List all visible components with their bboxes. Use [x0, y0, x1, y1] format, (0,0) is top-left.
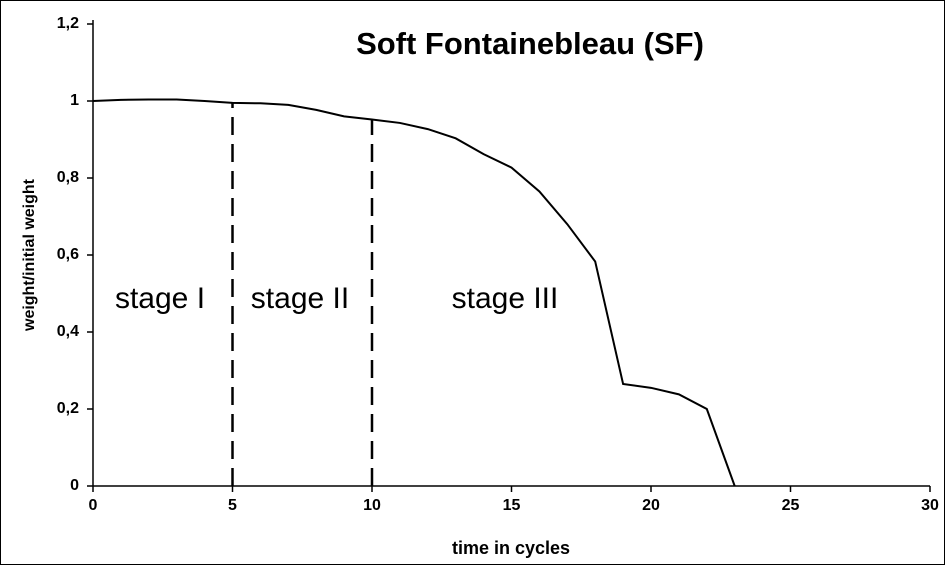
x-tick-label: 25 — [782, 497, 800, 514]
y-tick-label: 0,2 — [57, 400, 79, 417]
x-tick-label: 0 — [89, 497, 98, 514]
stage-label: stage III — [452, 282, 559, 315]
stage-label: stage I — [115, 282, 205, 315]
y-tick-label: 1,2 — [57, 15, 79, 32]
x-tick-label: 30 — [921, 497, 939, 514]
y-tick-label: 0,8 — [57, 169, 79, 186]
y-tick-label: 0,6 — [57, 246, 79, 263]
x-tick-label: 5 — [228, 497, 237, 514]
x-axis-label: time in cycles — [452, 538, 570, 558]
y-tick-label: 1 — [70, 92, 79, 109]
chart-title: Soft Fontainebleau (SF) — [356, 26, 704, 61]
line — [92, 98, 736, 487]
x-tick-label: 20 — [642, 497, 660, 514]
y-tick-label: 0,4 — [57, 323, 79, 340]
y-tick-label: 0 — [70, 477, 79, 494]
x-tick-label: 10 — [363, 497, 381, 514]
y-axis-label: weight/initial weight — [21, 178, 38, 332]
x-tick-label: 15 — [503, 497, 521, 514]
stage-label: stage II — [251, 282, 349, 315]
